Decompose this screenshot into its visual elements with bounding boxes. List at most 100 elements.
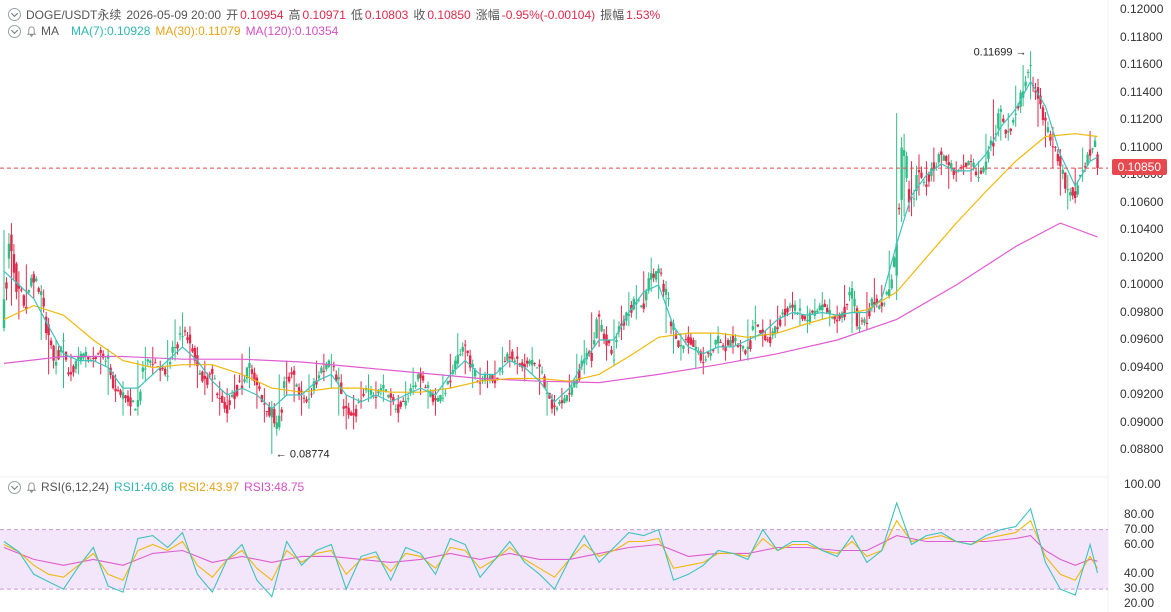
candle-body [206,377,209,385]
candle-body [285,377,288,379]
amplitude-value: 1.53% [626,7,661,22]
candle-body [431,394,435,402]
candle-body [476,380,479,382]
rsi-line-rsi1 [3,501,1099,598]
candle-body [79,353,83,362]
candle-body [535,367,539,369]
candle-body [335,374,338,382]
candle-body [121,392,125,399]
candle-body [310,393,313,395]
candle-body [260,395,264,402]
candle-body [739,345,742,347]
candle-body [503,361,507,363]
candle-body [922,181,926,183]
candle-body [1078,175,1082,177]
candle-body [622,320,626,326]
candle-body [1004,129,1007,134]
price-axis-label: 0.10400 [1120,222,1164,236]
candle-body [282,381,286,388]
candle-body [773,326,777,335]
rsi-title: RSI(6,12,24) [41,480,110,494]
candle-body [1071,187,1074,196]
candle-body [612,359,616,361]
candle-body [354,408,358,417]
candle-body [332,366,335,368]
candle-body [892,257,896,267]
price-axis-label: 0.11000 [1120,139,1163,154]
candle-body [801,314,804,320]
candle-body [1076,185,1079,195]
candle-body [327,360,331,367]
candle-body [984,161,988,170]
candle-body [441,397,445,399]
candle-body [57,350,60,360]
candle-body [302,397,306,399]
candle-body [838,314,841,320]
candle-body [607,340,611,344]
candle-body [726,340,730,346]
candle-body [664,288,668,295]
candle-body [119,390,122,395]
candle-body [151,363,154,365]
candle-body [798,308,802,311]
candle-body [1044,117,1047,121]
candle-body [769,336,772,344]
candle-body [689,337,693,345]
candle-body [74,360,78,369]
candle-body [454,360,457,370]
candle-body [337,377,340,380]
candle-body [69,372,73,375]
candle-body [5,282,8,289]
price-axis-label: 0.09800 [1120,304,1164,319]
candle-body [300,390,303,392]
candle-body [962,165,965,168]
candle-body [312,381,316,391]
ma-collapse-toggle-icon[interactable] [8,24,21,38]
candle-body [15,263,18,292]
candle-body [191,348,194,352]
close-value: 0.10850 [427,7,471,22]
candle-body [632,298,636,310]
candle-body [253,372,256,382]
candle-body [7,243,11,259]
candle-body [597,314,601,317]
candle-body [620,323,623,327]
change-label: 涨幅 [475,8,500,22]
price-axis-label: 0.10600 [1120,194,1164,209]
candle-body [287,376,291,382]
candle-body [280,409,283,413]
candle-body [144,368,147,370]
candle-body [397,404,400,413]
candle-body [374,396,378,398]
collapse-toggle-icon[interactable] [8,8,21,21]
candle-body [49,340,53,346]
candle-body [947,161,950,166]
candle-body [540,371,544,373]
candle-body [87,356,90,360]
candle-body [126,395,130,402]
rsi-bell-icon[interactable] [26,481,37,493]
candle-body [570,387,574,395]
candle-body [788,305,792,308]
bell-icon[interactable] [26,25,37,37]
candle-body [369,389,373,395]
candle-body [545,392,549,394]
candle-body [203,375,207,379]
candle-body [756,324,760,327]
rsi-collapse-toggle-icon[interactable] [8,480,21,494]
candle-body [635,302,638,305]
candle-body [674,333,678,339]
candle-body [558,401,561,405]
candle-body [64,351,68,360]
candle-body [826,307,829,313]
candle-body [362,393,365,396]
price-axis-label: 0.09400 [1120,359,1164,374]
candle-body [1026,71,1030,74]
candle-body [845,304,849,306]
candle-body [1066,189,1069,191]
candle-body [131,400,135,403]
candle-body [459,354,462,356]
price-axis-label: 0.11800 [1120,29,1163,44]
candle-body [97,353,100,355]
